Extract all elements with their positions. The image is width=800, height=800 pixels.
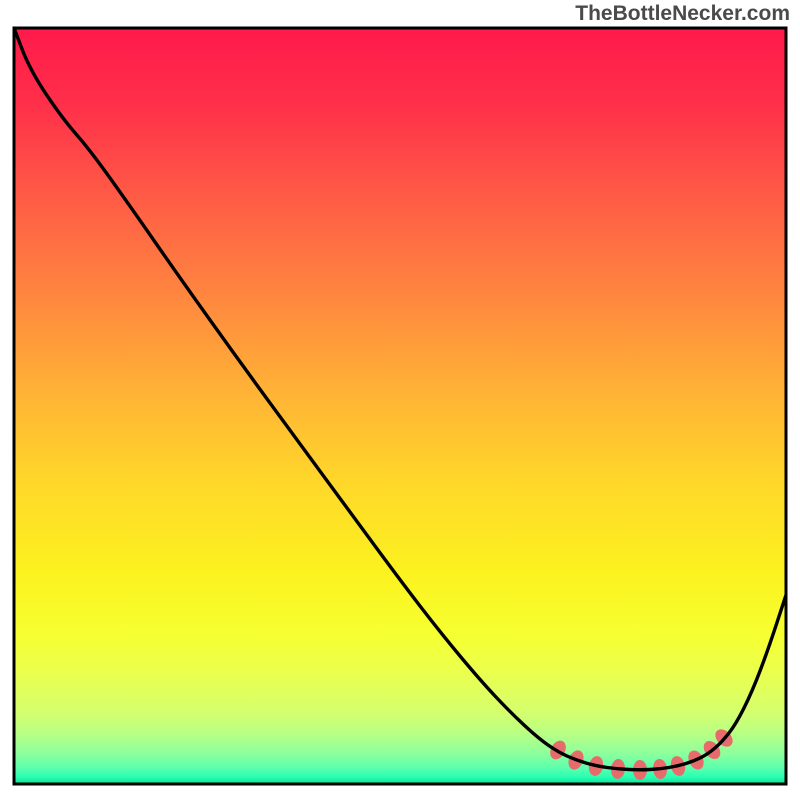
chart-stage: TheBottleNecker.com — [0, 0, 800, 800]
plot-background — [14, 28, 786, 784]
bottleneck-chart — [0, 0, 800, 800]
